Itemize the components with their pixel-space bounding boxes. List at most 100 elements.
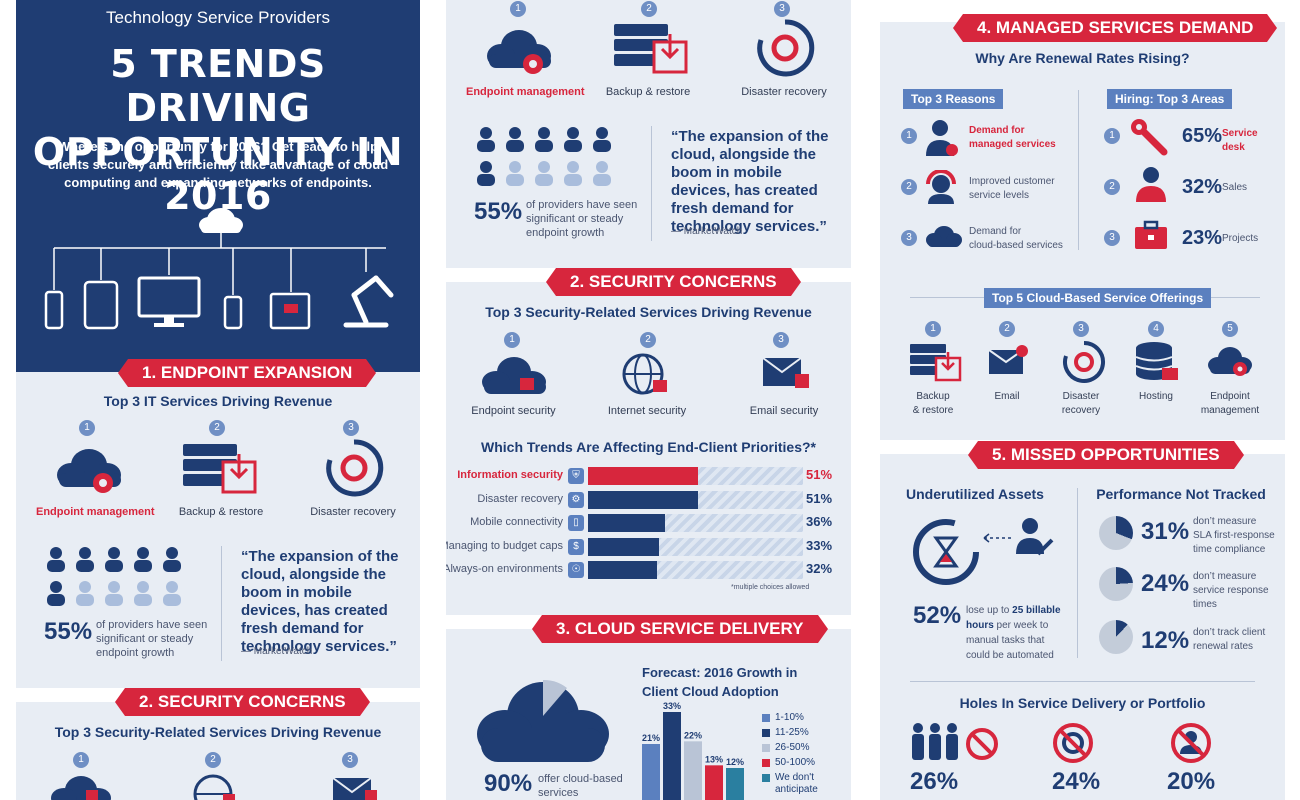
- service-label: Endpoint security: [471, 405, 556, 417]
- security-heading: Top 3 Security-Related Services Driving …: [485, 304, 812, 320]
- hiring-area: Sales: [1222, 182, 1248, 193]
- endpoint-banner: 1. ENDPOINT EXPANSION: [117, 359, 377, 387]
- divider: [910, 297, 990, 298]
- reasons-tag: Top 3 Reasons: [903, 89, 1004, 109]
- legend-swatch: [762, 759, 770, 767]
- perf-text: don’t track client renewal rates: [1193, 627, 1266, 652]
- perf-pie: [1099, 620, 1133, 654]
- cloud-icon: [926, 226, 962, 247]
- cloud-gear-icon: [1208, 347, 1252, 376]
- globe-lock-icon: [622, 353, 667, 395]
- offerings-tag: Top 5 Cloud-Based Service Offerings: [984, 288, 1212, 308]
- legend-item: 11-25%: [762, 727, 842, 739]
- reason-text: Improved customer service levels: [969, 176, 1055, 201]
- trends-bar-chart: Information security ⛨ 51% Disaster recover…: [446, 466, 851, 586]
- service-number: 2: [209, 420, 225, 436]
- trend-icon: ☉: [568, 562, 584, 578]
- offering-label: Hosting: [1139, 391, 1173, 402]
- divider: [1180, 297, 1260, 298]
- perf-text: don’t measure service response times: [1193, 571, 1269, 610]
- phone-icon: [44, 290, 64, 330]
- service-number: 1: [504, 332, 520, 348]
- trend-label: Information security: [457, 469, 563, 481]
- hiring-number: 3: [1104, 230, 1120, 246]
- service-label: Endpoint management: [36, 506, 155, 518]
- cloud-bar: [684, 741, 702, 800]
- holes-stat: 20%: [1167, 768, 1216, 795]
- trend-bar: [588, 561, 657, 579]
- perf-pct: 31%: [1141, 518, 1190, 545]
- hosting-icon: [1135, 342, 1178, 380]
- service-number: 2: [205, 752, 221, 768]
- offering-number: 4: [1148, 321, 1164, 337]
- hiring-tag: Hiring: Top 3 Areas: [1107, 89, 1233, 109]
- cloud-gear-icon: [57, 449, 121, 493]
- no-expert-icon: [1171, 723, 1211, 763]
- trend-track: [588, 467, 803, 485]
- legend-item: 26-50%: [762, 742, 842, 754]
- legend-swatch: [762, 729, 770, 737]
- legend-label: 50-100%: [775, 757, 816, 768]
- service-number: 2: [641, 1, 657, 17]
- service-label: Email security: [749, 405, 819, 417]
- service-number: 3: [343, 420, 359, 436]
- hero-title-line2: OPPORTUNITY IN 2016: [32, 130, 404, 218]
- robot-arm-icon: [343, 275, 394, 328]
- trend-bar: [588, 490, 698, 509]
- reason-number: 3: [901, 230, 917, 246]
- quote-source: — MarketWatch: [671, 226, 743, 237]
- trend-value: 51%: [806, 467, 833, 482]
- disaster-recovery-icon: [757, 19, 815, 77]
- market-quote: “The expansion of the cloud, alongside t…: [241, 548, 399, 655]
- trend-value: 36%: [806, 514, 833, 529]
- perf-pie: [1099, 567, 1133, 601]
- trend-row: Disaster recovery ⚙ 51%: [446, 490, 851, 510]
- monitor-icon: [137, 276, 201, 327]
- cloud-adoption-chart: 21% 33% 22% 13% 12%: [642, 701, 744, 800]
- assets-stat: 52%: [913, 602, 962, 629]
- trend-row: Managing to budget caps $33%: [446, 537, 851, 557]
- trend-track: [588, 514, 803, 532]
- cloud-icon: [199, 208, 243, 233]
- service-number: 1: [510, 1, 526, 17]
- cloud-bar-label: 12%: [726, 757, 744, 767]
- forecast-heading: Forecast: 2016 Growth in Client Cloud Ad…: [642, 665, 798, 699]
- trend-row: Mobile connectivity ▯ 36%: [446, 513, 851, 533]
- trend-label: Always-on environments: [446, 563, 563, 575]
- hiring-pct: 65%: [1182, 125, 1223, 147]
- disaster-recovery-icon: [326, 439, 384, 497]
- trend-bar: [588, 467, 698, 485]
- divider: [221, 546, 222, 661]
- server-download-icon: [183, 444, 257, 494]
- staff-shortage-icon: [912, 723, 998, 760]
- no-recovery-icon: [1053, 723, 1093, 763]
- hiring-number: 1: [1104, 128, 1120, 144]
- security-heading: Top 3 Security-Related Services Driving …: [54, 724, 382, 740]
- perf-text: don’t measure SLA first-response time comp…: [1193, 516, 1275, 555]
- cloud-bar-label: 33%: [663, 701, 681, 711]
- trends-footnote: *multiple choices allowed: [731, 584, 810, 591]
- smartphone-icon: [223, 295, 243, 330]
- column-right: 4. MANAGED SERVICES DEMAND Why Are Renew…: [880, 0, 1285, 800]
- service-number: 1: [73, 752, 89, 768]
- cloud-gear-icon: [487, 30, 551, 74]
- people-grid-icon: [47, 547, 181, 606]
- service-label: Internet security: [607, 405, 687, 417]
- legend-item: 1-10%: [762, 712, 842, 724]
- endpoint-stat-text: of providers have seen significant or st…: [526, 199, 638, 239]
- email-icon: [988, 345, 1028, 374]
- security-banner: 2. SECURITY CONCERNS: [546, 268, 801, 296]
- hero-title: 5 TRENDS DRIVING OPPORTUNITY IN 2016: [16, 42, 420, 218]
- service-label: Disaster recovery: [310, 506, 396, 518]
- perf-heading: Performance Not Tracked: [1096, 486, 1266, 502]
- cloud-stat-text: offer cloud-based services: [538, 773, 623, 799]
- endpoint-stat: 55%: [44, 618, 93, 645]
- divider: [910, 681, 1255, 682]
- server-download-icon: [910, 344, 962, 382]
- service-number: 3: [774, 1, 790, 17]
- hero-intro: Where’s the opportunity for 2016? Get re…: [47, 139, 389, 190]
- trend-label: Managing to budget caps: [446, 539, 563, 552]
- service-label: Backup & restore: [178, 506, 264, 518]
- salesperson-icon: [1136, 167, 1166, 202]
- service-label: Backup & restore: [605, 86, 691, 98]
